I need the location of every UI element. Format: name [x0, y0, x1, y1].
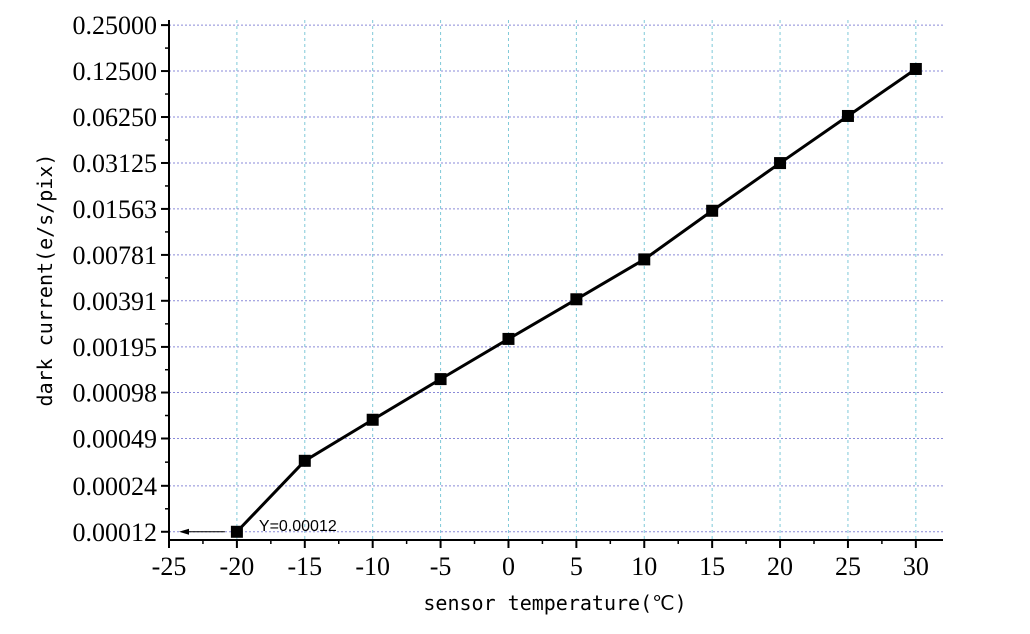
data-point — [638, 253, 651, 266]
x-tick-label: 5 — [570, 552, 583, 581]
x-tick-label: -15 — [287, 552, 322, 581]
y-tick-label: 0.00049 — [73, 424, 158, 453]
data-point — [298, 454, 311, 467]
y-tick-label: 0.06250 — [73, 103, 158, 132]
y-axis-title: dark current(e/s/pix) — [33, 154, 57, 407]
axes: -25 -20 -15 -10 -5 0 5 10 15 20 25 30 0.00012 0.00024… — [73, 11, 943, 581]
data-point — [570, 293, 583, 306]
data-point — [434, 373, 447, 386]
annotation: Y=0.00012 — [179, 518, 337, 535]
grid — [169, 20, 943, 540]
y-tick-label: 0.03125 — [73, 149, 158, 178]
x-tick-label: 0 — [502, 552, 515, 581]
y-tick-label: 0.00024 — [73, 472, 158, 501]
y-tick-label: 0.12500 — [73, 57, 158, 86]
data-point — [502, 332, 515, 345]
y-tick-label: 0.25000 — [73, 11, 158, 40]
y-tick-label: 0.00781 — [73, 241, 158, 270]
x-tick-label: 15 — [699, 552, 725, 581]
y-tick-label: 0.01563 — [73, 195, 158, 224]
data-point — [366, 413, 379, 426]
data-point — [909, 62, 922, 75]
data-point — [706, 204, 719, 217]
annotation-label: Y=0.00012 — [259, 518, 337, 535]
data-point — [774, 157, 787, 170]
y-tick-label: 0.00012 — [73, 518, 158, 547]
x-tick-label: -5 — [430, 552, 452, 581]
x-tick-label: -10 — [355, 552, 390, 581]
x-tick-label: -20 — [220, 552, 255, 581]
annotation-arrow-head — [179, 528, 189, 535]
data-point — [230, 525, 243, 538]
data-series — [230, 62, 922, 538]
x-tick-label: -25 — [152, 552, 187, 581]
data-point — [841, 109, 854, 122]
x-tick-label: 25 — [835, 552, 861, 581]
axis-labels: sensor temperature(℃) dark current(e/s/p… — [33, 154, 687, 615]
x-tick-label: 10 — [631, 552, 657, 581]
y-tick-label: 0.00195 — [73, 333, 158, 362]
x-tick-label: 20 — [767, 552, 793, 581]
x-axis-title: sensor temperature(℃) — [423, 591, 686, 615]
y-tick-label: 0.00391 — [73, 287, 158, 316]
x-tick-label: 30 — [903, 552, 929, 581]
y-tick-label: 0.00098 — [73, 379, 158, 408]
